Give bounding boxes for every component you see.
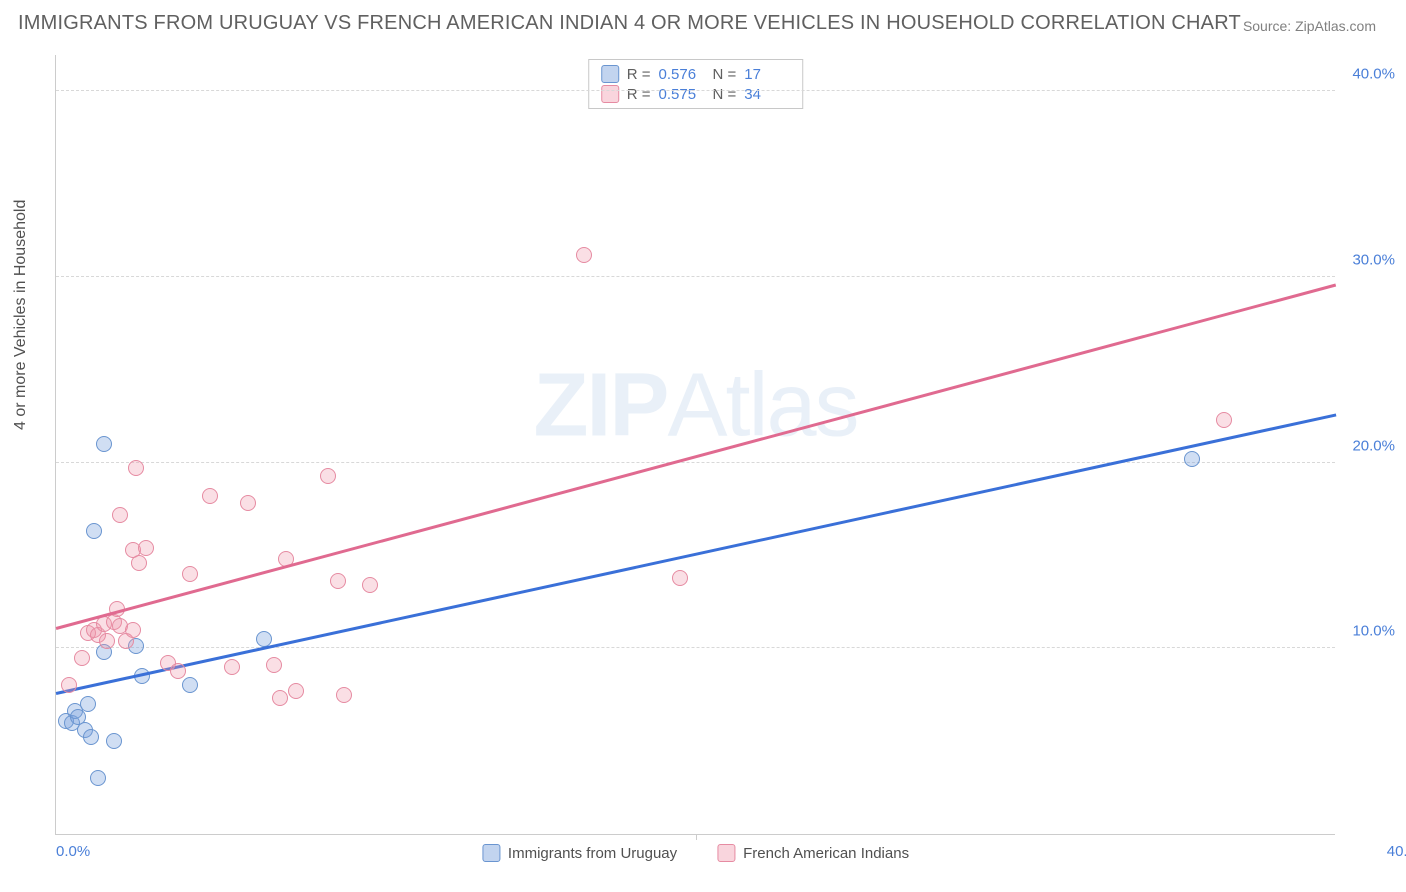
- gridline: [56, 276, 1335, 277]
- scatter-point: [362, 577, 378, 593]
- legend-stats-row: R = 0.575 N = 34: [601, 84, 791, 104]
- y-axis-label: 4 or more Vehicles in Household: [12, 200, 30, 430]
- scatter-point: [128, 460, 144, 476]
- scatter-point: [74, 650, 90, 666]
- scatter-point: [266, 657, 282, 673]
- scatter-point: [240, 495, 256, 511]
- scatter-point: [99, 633, 115, 649]
- n-label: N =: [713, 86, 737, 103]
- legend-item: French American Indians: [717, 844, 909, 862]
- scatter-point: [330, 573, 346, 589]
- r-label: R =: [627, 66, 651, 83]
- chart-title: IMMIGRANTS FROM URUGUAY VS FRENCH AMERIC…: [18, 12, 1241, 35]
- gridline: [56, 647, 1335, 648]
- scatter-point: [131, 555, 147, 571]
- scatter-point: [90, 770, 106, 786]
- legend-series-box: Immigrants from Uruguay French American …: [482, 844, 909, 862]
- r-value: 0.576: [659, 66, 705, 83]
- legend-swatch-blue-icon: [482, 844, 500, 862]
- r-value: 0.575: [659, 86, 705, 103]
- scatter-point: [576, 247, 592, 263]
- scatter-point: [320, 468, 336, 484]
- legend-swatch-blue-icon: [601, 65, 619, 83]
- watermark-bold: ZIP: [533, 355, 667, 455]
- legend-stats-row: R = 0.576 N = 17: [601, 64, 791, 84]
- scatter-point: [672, 570, 688, 586]
- scatter-point: [170, 663, 186, 679]
- legend-swatch-pink-icon: [601, 85, 619, 103]
- legend-item-label: Immigrants from Uruguay: [508, 845, 677, 862]
- scatter-point: [336, 687, 352, 703]
- scatter-point: [138, 540, 154, 556]
- y-tick-label: 20.0%: [1352, 437, 1395, 454]
- n-value: 17: [744, 66, 790, 83]
- r-label: R =: [627, 86, 651, 103]
- scatter-point: [182, 566, 198, 582]
- y-tick-label: 40.0%: [1352, 66, 1395, 83]
- gridline: [56, 462, 1335, 463]
- scatter-point: [288, 683, 304, 699]
- n-label: N =: [713, 66, 737, 83]
- scatter-point: [182, 677, 198, 693]
- legend-stats-box: R = 0.576 N = 17 R = 0.575 N = 34: [588, 59, 804, 109]
- scatter-point: [80, 696, 96, 712]
- y-tick-label: 10.0%: [1352, 623, 1395, 640]
- x-tick-mark: [696, 834, 697, 840]
- scatter-point: [1216, 412, 1232, 428]
- scatter-point: [202, 488, 218, 504]
- scatter-point: [83, 729, 99, 745]
- legend-swatch-pink-icon: [717, 844, 735, 862]
- scatter-point: [86, 523, 102, 539]
- scatter-point: [125, 622, 141, 638]
- scatter-point: [61, 677, 77, 693]
- gridline: [56, 90, 1335, 91]
- watermark: ZIPAtlas: [533, 354, 857, 457]
- scatter-point: [272, 690, 288, 706]
- scatter-point: [96, 436, 112, 452]
- watermark-light: Atlas: [667, 355, 857, 455]
- scatter-point: [112, 507, 128, 523]
- x-tick-label: 0.0%: [56, 843, 90, 860]
- scatter-point: [1184, 451, 1200, 467]
- n-value: 34: [744, 86, 790, 103]
- scatter-point: [224, 659, 240, 675]
- y-tick-label: 30.0%: [1352, 251, 1395, 268]
- chart-plot-area: ZIPAtlas R = 0.576 N = 17 R = 0.575 N = …: [55, 55, 1335, 835]
- source-attribution: Source: ZipAtlas.com: [1243, 18, 1376, 34]
- legend-item: Immigrants from Uruguay: [482, 844, 677, 862]
- scatter-point: [106, 733, 122, 749]
- x-tick-label: 40.0%: [1387, 843, 1406, 860]
- legend-item-label: French American Indians: [743, 845, 909, 862]
